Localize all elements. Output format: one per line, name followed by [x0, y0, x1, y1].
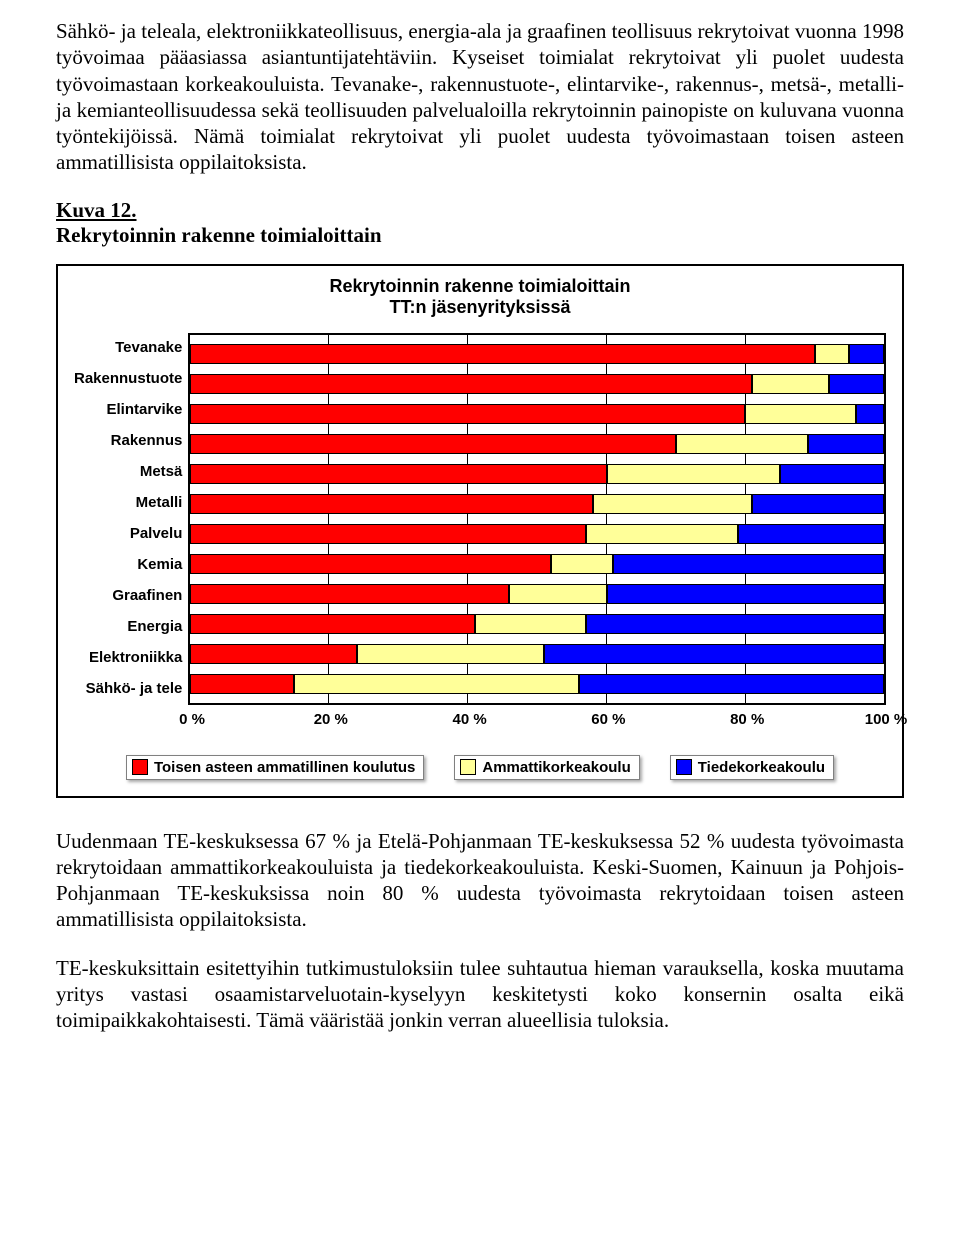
chart-bar-row: [190, 669, 884, 699]
chart-category-label: Graafinen: [74, 581, 188, 611]
chart-category-label: Palvelu: [74, 519, 188, 549]
chart-bar-segment: [190, 554, 551, 574]
chart-bar-segment: [190, 494, 592, 514]
chart-bar-row: [190, 459, 884, 489]
chart-bar-segment: [551, 554, 613, 574]
chart-legend: Toisen asteen ammatillinen koulutus Ammat…: [74, 755, 886, 780]
chart-bar-segment: [190, 464, 606, 484]
chart-bar-segment: [613, 554, 884, 574]
chart-bar-segment: [190, 374, 752, 394]
chart-bar-segment: [815, 344, 850, 364]
chart-legend-label: Ammattikorkeakoulu: [482, 759, 630, 776]
chart-bar-segment: [190, 524, 585, 544]
chart-category-label: Rakennustuote: [74, 364, 188, 394]
chart-bar-row: [190, 369, 884, 399]
chart-bar-segment: [752, 374, 828, 394]
chart-body: TevanakeRakennustuoteElintarvikeRakennus…: [74, 333, 886, 705]
chart-bar-segment: [475, 614, 586, 634]
chart-legend-item: Tiedekorkeakoulu: [670, 755, 834, 780]
chart-y-labels: TevanakeRakennustuoteElintarvikeRakennus…: [74, 333, 188, 705]
chart-plot-area: [188, 333, 886, 705]
chart-bar-row: [190, 549, 884, 579]
chart-bar-segment: [579, 674, 884, 694]
chart-bars: [190, 335, 884, 703]
chart-category-label: Metalli: [74, 488, 188, 518]
chart-category-label: Tevanake: [74, 333, 188, 363]
chart-category-label: Energia: [74, 612, 188, 642]
chart-bar-segment: [509, 584, 606, 604]
chart-bar-row: [190, 609, 884, 639]
chart-bar-segment: [607, 584, 884, 604]
chart-category-label: Metsä: [74, 457, 188, 487]
chart-bar-row: [190, 429, 884, 459]
chart-bar-segment: [190, 584, 509, 604]
chart-category-label: Kemia: [74, 550, 188, 580]
chart-bar-segment: [190, 344, 814, 364]
chart-bar-segment: [190, 614, 474, 634]
chart-x-axis: 0 %20 %40 %60 %80 %100 %: [192, 705, 886, 731]
paragraph-1: Sähkö- ja teleala, elektroniikkateollisu…: [56, 18, 904, 176]
chart-container: Rekrytoinnin rakenne toimialoittain TT:n…: [56, 264, 904, 798]
chart-bar-segment: [586, 524, 739, 544]
chart-legend-item: Ammattikorkeakoulu: [454, 755, 639, 780]
chart-bar-segment: [190, 674, 294, 694]
chart-bar-segment: [849, 344, 884, 364]
chart-title-line2: TT:n jäsenyrityksissä: [389, 297, 570, 317]
chart-bar-segment: [190, 434, 676, 454]
chart-legend-label: Toisen asteen ammatillinen koulutus: [154, 759, 415, 776]
chart-bar-segment: [593, 494, 753, 514]
chart-title-line1: Rekrytoinnin rakenne toimialoittain: [329, 276, 630, 296]
chart-bar-segment: [738, 524, 884, 544]
chart-category-label: Elektroniikka: [74, 643, 188, 673]
chart-bar-row: [190, 519, 884, 549]
chart-bar-segment: [607, 464, 780, 484]
chart-bar-segment: [780, 464, 884, 484]
chart-legend-swatch: [132, 759, 148, 775]
paragraph-3: TE-keskuksittain esitettyihin tutkimustu…: [56, 955, 904, 1034]
chart-bar-segment: [190, 404, 745, 424]
chart-bar-segment: [586, 614, 884, 634]
chart-bar-segment: [294, 674, 578, 694]
chart-category-label: Rakennus: [74, 426, 188, 456]
chart-bar-segment: [752, 494, 884, 514]
chart-bar-row: [190, 339, 884, 369]
chart-bar-segment: [829, 374, 884, 394]
figure-title: Rekrytoinnin rakenne toimialoittain: [56, 223, 904, 248]
paragraph-2: Uudenmaan TE-keskuksessa 67 % ja Etelä-P…: [56, 828, 904, 933]
chart-bar-segment: [745, 404, 856, 424]
chart-bar-segment: [808, 434, 884, 454]
chart-legend-item: Toisen asteen ammatillinen koulutus: [126, 755, 424, 780]
chart-category-label: Sähkö- ja tele: [74, 674, 188, 704]
chart-category-label: Elintarvike: [74, 395, 188, 425]
chart-legend-label: Tiedekorkeakoulu: [698, 759, 825, 776]
figure-label: Kuva 12.: [56, 198, 904, 223]
document-page: Sähkö- ja teleala, elektroniikkateollisu…: [0, 0, 960, 1095]
chart-legend-swatch: [460, 759, 476, 775]
chart-title: Rekrytoinnin rakenne toimialoittain TT:n…: [74, 276, 886, 319]
chart-bar-segment: [676, 434, 808, 454]
chart-bar-row: [190, 579, 884, 609]
chart-bar-segment: [190, 644, 356, 664]
chart-legend-swatch: [676, 759, 692, 775]
chart-bar-segment: [544, 644, 884, 664]
chart-bar-row: [190, 639, 884, 669]
chart-bar-segment: [357, 644, 544, 664]
chart-bar-segment: [856, 404, 884, 424]
chart-bar-row: [190, 399, 884, 429]
chart-bar-row: [190, 489, 884, 519]
